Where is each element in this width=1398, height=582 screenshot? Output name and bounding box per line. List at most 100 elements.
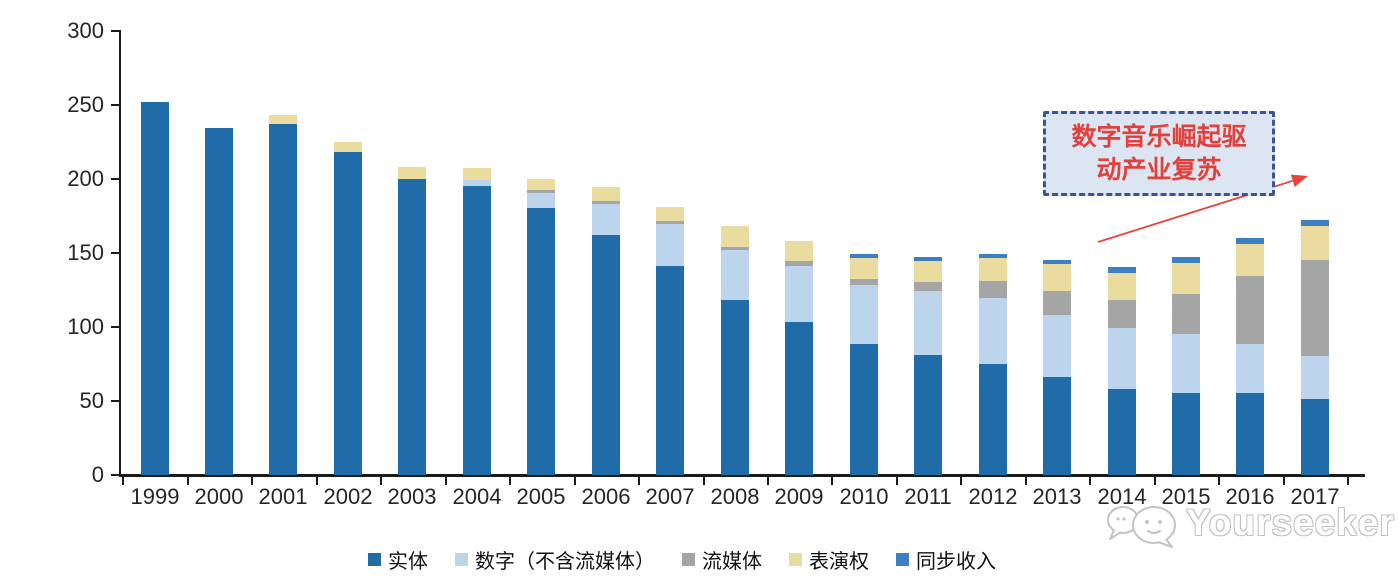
bar-segment bbox=[914, 282, 942, 291]
bar-segment bbox=[1108, 273, 1136, 300]
bar-segment bbox=[979, 258, 1007, 281]
y-axis-tick-label: 250 bbox=[67, 91, 104, 117]
legend-swatch bbox=[896, 553, 909, 566]
watermark: Yourseeker bbox=[1102, 497, 1395, 549]
y-axis-tick-label: 50 bbox=[79, 387, 104, 413]
annotation-text-line2: 动产业复苏 bbox=[1096, 155, 1222, 184]
x-axis-tick bbox=[1218, 477, 1221, 485]
x-axis-tick-label: 2009 bbox=[774, 484, 824, 509]
bar-segment bbox=[1236, 393, 1264, 475]
bar-segment bbox=[592, 235, 620, 475]
bar-segment bbox=[1301, 260, 1329, 356]
bar-segment bbox=[1172, 334, 1200, 393]
legend-item: 同步收入 bbox=[896, 545, 996, 574]
bar-segment bbox=[914, 261, 942, 282]
x-axis-tick-label: 2008 bbox=[710, 484, 760, 509]
x-axis-tick bbox=[1153, 477, 1156, 485]
bar-segment bbox=[463, 168, 491, 180]
x-axis-tick-label: 2015 bbox=[1161, 484, 1211, 509]
bar-segment bbox=[1301, 226, 1329, 260]
legend-item: 流媒体 bbox=[682, 545, 762, 574]
bar-segment bbox=[1172, 393, 1200, 475]
x-axis-tick-label: 2006 bbox=[581, 484, 631, 509]
x-axis-tick bbox=[380, 477, 383, 485]
x-axis-tick-label: 2005 bbox=[516, 484, 566, 509]
bar-segment bbox=[1236, 344, 1264, 393]
x-axis-tick bbox=[444, 477, 447, 485]
x-axis-tick-label: 2017 bbox=[1290, 484, 1340, 509]
bar-segment bbox=[1108, 300, 1136, 328]
bar-segment bbox=[1301, 220, 1329, 226]
legend: 实体 数字（不含流媒体） 流媒体 表演权 同步收入 bbox=[368, 545, 996, 574]
y-axis-tick bbox=[111, 473, 120, 476]
bar-segment bbox=[269, 124, 297, 475]
bar-segment bbox=[463, 180, 491, 186]
x-axis-tick bbox=[315, 477, 318, 485]
bar-segment bbox=[785, 322, 813, 475]
bar-segment bbox=[850, 279, 878, 285]
x-axis-tick-label: 2000 bbox=[194, 484, 244, 509]
bar-segment bbox=[592, 201, 620, 204]
bar-segment bbox=[527, 193, 555, 208]
bar-segment bbox=[656, 207, 684, 221]
bar-segment bbox=[914, 355, 942, 475]
x-axis-tick bbox=[1282, 477, 1285, 485]
legend-label: 表演权 bbox=[809, 551, 869, 573]
bar-segment bbox=[914, 291, 942, 355]
bar-segment bbox=[1108, 267, 1136, 273]
bar-segment bbox=[1172, 263, 1200, 294]
bar-segment bbox=[1301, 356, 1329, 399]
bar-segment bbox=[979, 281, 1007, 298]
y-axis-tick-label: 200 bbox=[67, 165, 104, 191]
x-axis-tick bbox=[638, 477, 641, 485]
y-axis-tick-label: 300 bbox=[67, 17, 104, 43]
bar-segment bbox=[656, 221, 684, 224]
y-axis-tick bbox=[111, 177, 120, 180]
legend-item: 数字（不含流媒体） bbox=[455, 545, 655, 574]
bar-segment bbox=[1043, 260, 1071, 264]
bar-segment bbox=[1172, 257, 1200, 263]
y-axis-tick bbox=[111, 325, 120, 328]
legend-item: 实体 bbox=[368, 545, 428, 574]
x-axis-tick bbox=[573, 477, 576, 485]
y-axis-tick-label: 150 bbox=[67, 239, 104, 265]
bar-segment bbox=[463, 186, 491, 475]
bar-segment bbox=[979, 298, 1007, 364]
y-axis-tick-label: 100 bbox=[67, 313, 104, 339]
x-axis-tick bbox=[1347, 477, 1350, 485]
x-axis-tick bbox=[767, 477, 769, 485]
y-axis-tick bbox=[111, 251, 120, 254]
yourseeker-logo-icon bbox=[1107, 506, 1176, 548]
x-axis-tick-label: 2016 bbox=[1225, 484, 1275, 509]
bar-segment bbox=[205, 128, 233, 475]
bar-segment bbox=[850, 254, 878, 258]
x-axis-tick bbox=[1024, 477, 1027, 485]
x-axis-tick bbox=[831, 477, 834, 485]
annotation-text-line1: 数字音乐崛起驱 bbox=[1071, 122, 1247, 151]
x-axis-tick bbox=[960, 477, 963, 485]
y-axis-tick bbox=[111, 103, 120, 106]
bar-segment bbox=[1043, 377, 1071, 475]
x-axis-tick-label: 2004 bbox=[452, 484, 502, 509]
bar-segment bbox=[785, 241, 813, 261]
bar-segment bbox=[785, 261, 813, 266]
bar-segment bbox=[979, 364, 1007, 475]
bar-segment bbox=[1236, 276, 1264, 344]
legend-swatch bbox=[682, 553, 695, 566]
x-axis-tick bbox=[186, 477, 189, 485]
y-axis-tick bbox=[111, 29, 120, 32]
bar-segment bbox=[850, 285, 878, 344]
bar-segment bbox=[1236, 238, 1264, 244]
x-axis-tick bbox=[509, 477, 512, 485]
y-axis-tick bbox=[111, 399, 120, 402]
x-axis-tick-label: 2011 bbox=[904, 484, 952, 509]
bar-segment bbox=[527, 208, 555, 475]
bar-segment bbox=[721, 226, 749, 247]
bar-segment bbox=[721, 250, 749, 300]
bar-segment bbox=[656, 266, 684, 475]
legend-label: 实体 bbox=[388, 551, 428, 573]
x-axis-tick-label: 2014 bbox=[1097, 484, 1147, 509]
bar-segment bbox=[721, 247, 749, 250]
x-axis-tick-label: 2003 bbox=[387, 484, 437, 509]
